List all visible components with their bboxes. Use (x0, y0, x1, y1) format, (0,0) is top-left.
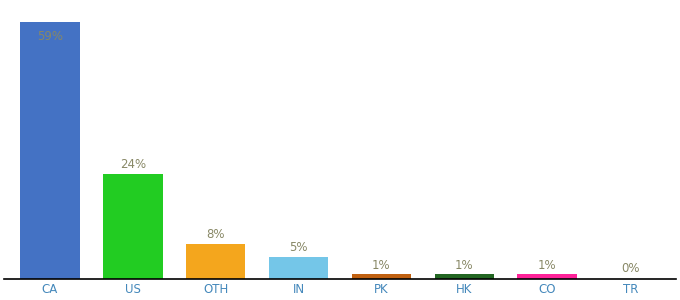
Text: 1%: 1% (372, 259, 391, 272)
Bar (103, 174, 163, 279)
Bar (517, 274, 577, 279)
Text: 0%: 0% (621, 262, 639, 275)
Text: 8%: 8% (206, 228, 225, 241)
Text: 59%: 59% (37, 30, 63, 43)
Text: 5%: 5% (289, 241, 308, 254)
Text: 1%: 1% (455, 259, 474, 272)
Text: 24%: 24% (120, 158, 146, 172)
Bar (269, 257, 328, 279)
Bar (20, 22, 80, 279)
Bar (435, 274, 494, 279)
Bar (352, 274, 411, 279)
Bar (186, 244, 245, 279)
Text: 1%: 1% (538, 259, 557, 272)
